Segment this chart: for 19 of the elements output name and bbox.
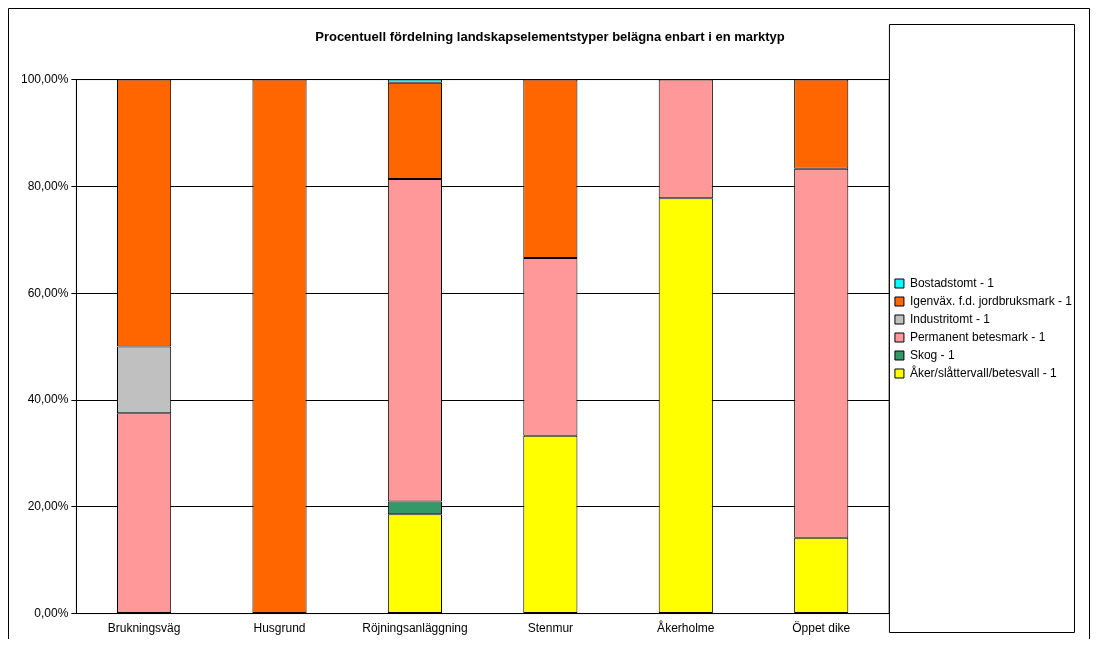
y-tick-label: 100,00% [21, 71, 69, 86]
x-tick-label: Husgrund [253, 621, 306, 636]
y-tick-label: 80,00% [27, 178, 69, 193]
x-tick-label: Röjningsanläggning [362, 621, 468, 636]
legend-label: Permanent betesmark - 1 [909, 329, 1046, 344]
legend-label: Bostadstomt - 1 [909, 275, 995, 290]
y-tick-label: 60,00% [27, 285, 69, 300]
y-tick-label: 20,00% [27, 499, 69, 514]
x-tick-label: Stenmur [527, 621, 574, 636]
x-tick-label: Åkerholme [657, 620, 715, 636]
legend-label: Igenväx. f.d. jordbruksmark - 1 [909, 293, 1073, 308]
y-tick-label: 0,00% [34, 605, 69, 620]
legend-label: Industritomt - 1 [909, 311, 991, 326]
x-tick-label: Brukningsväg [107, 621, 181, 636]
chart-title: Procentuell fördelning landskapselementstyper belägna enbart i en marktyp [315, 29, 785, 45]
y-tick-label: 40,00% [27, 392, 69, 407]
legend-label: Skog - 1 [909, 347, 955, 362]
legend-label: Åker/slåttervall/betesvall - 1 [909, 364, 1057, 380]
x-tick-label: Öppet dike [792, 621, 851, 636]
